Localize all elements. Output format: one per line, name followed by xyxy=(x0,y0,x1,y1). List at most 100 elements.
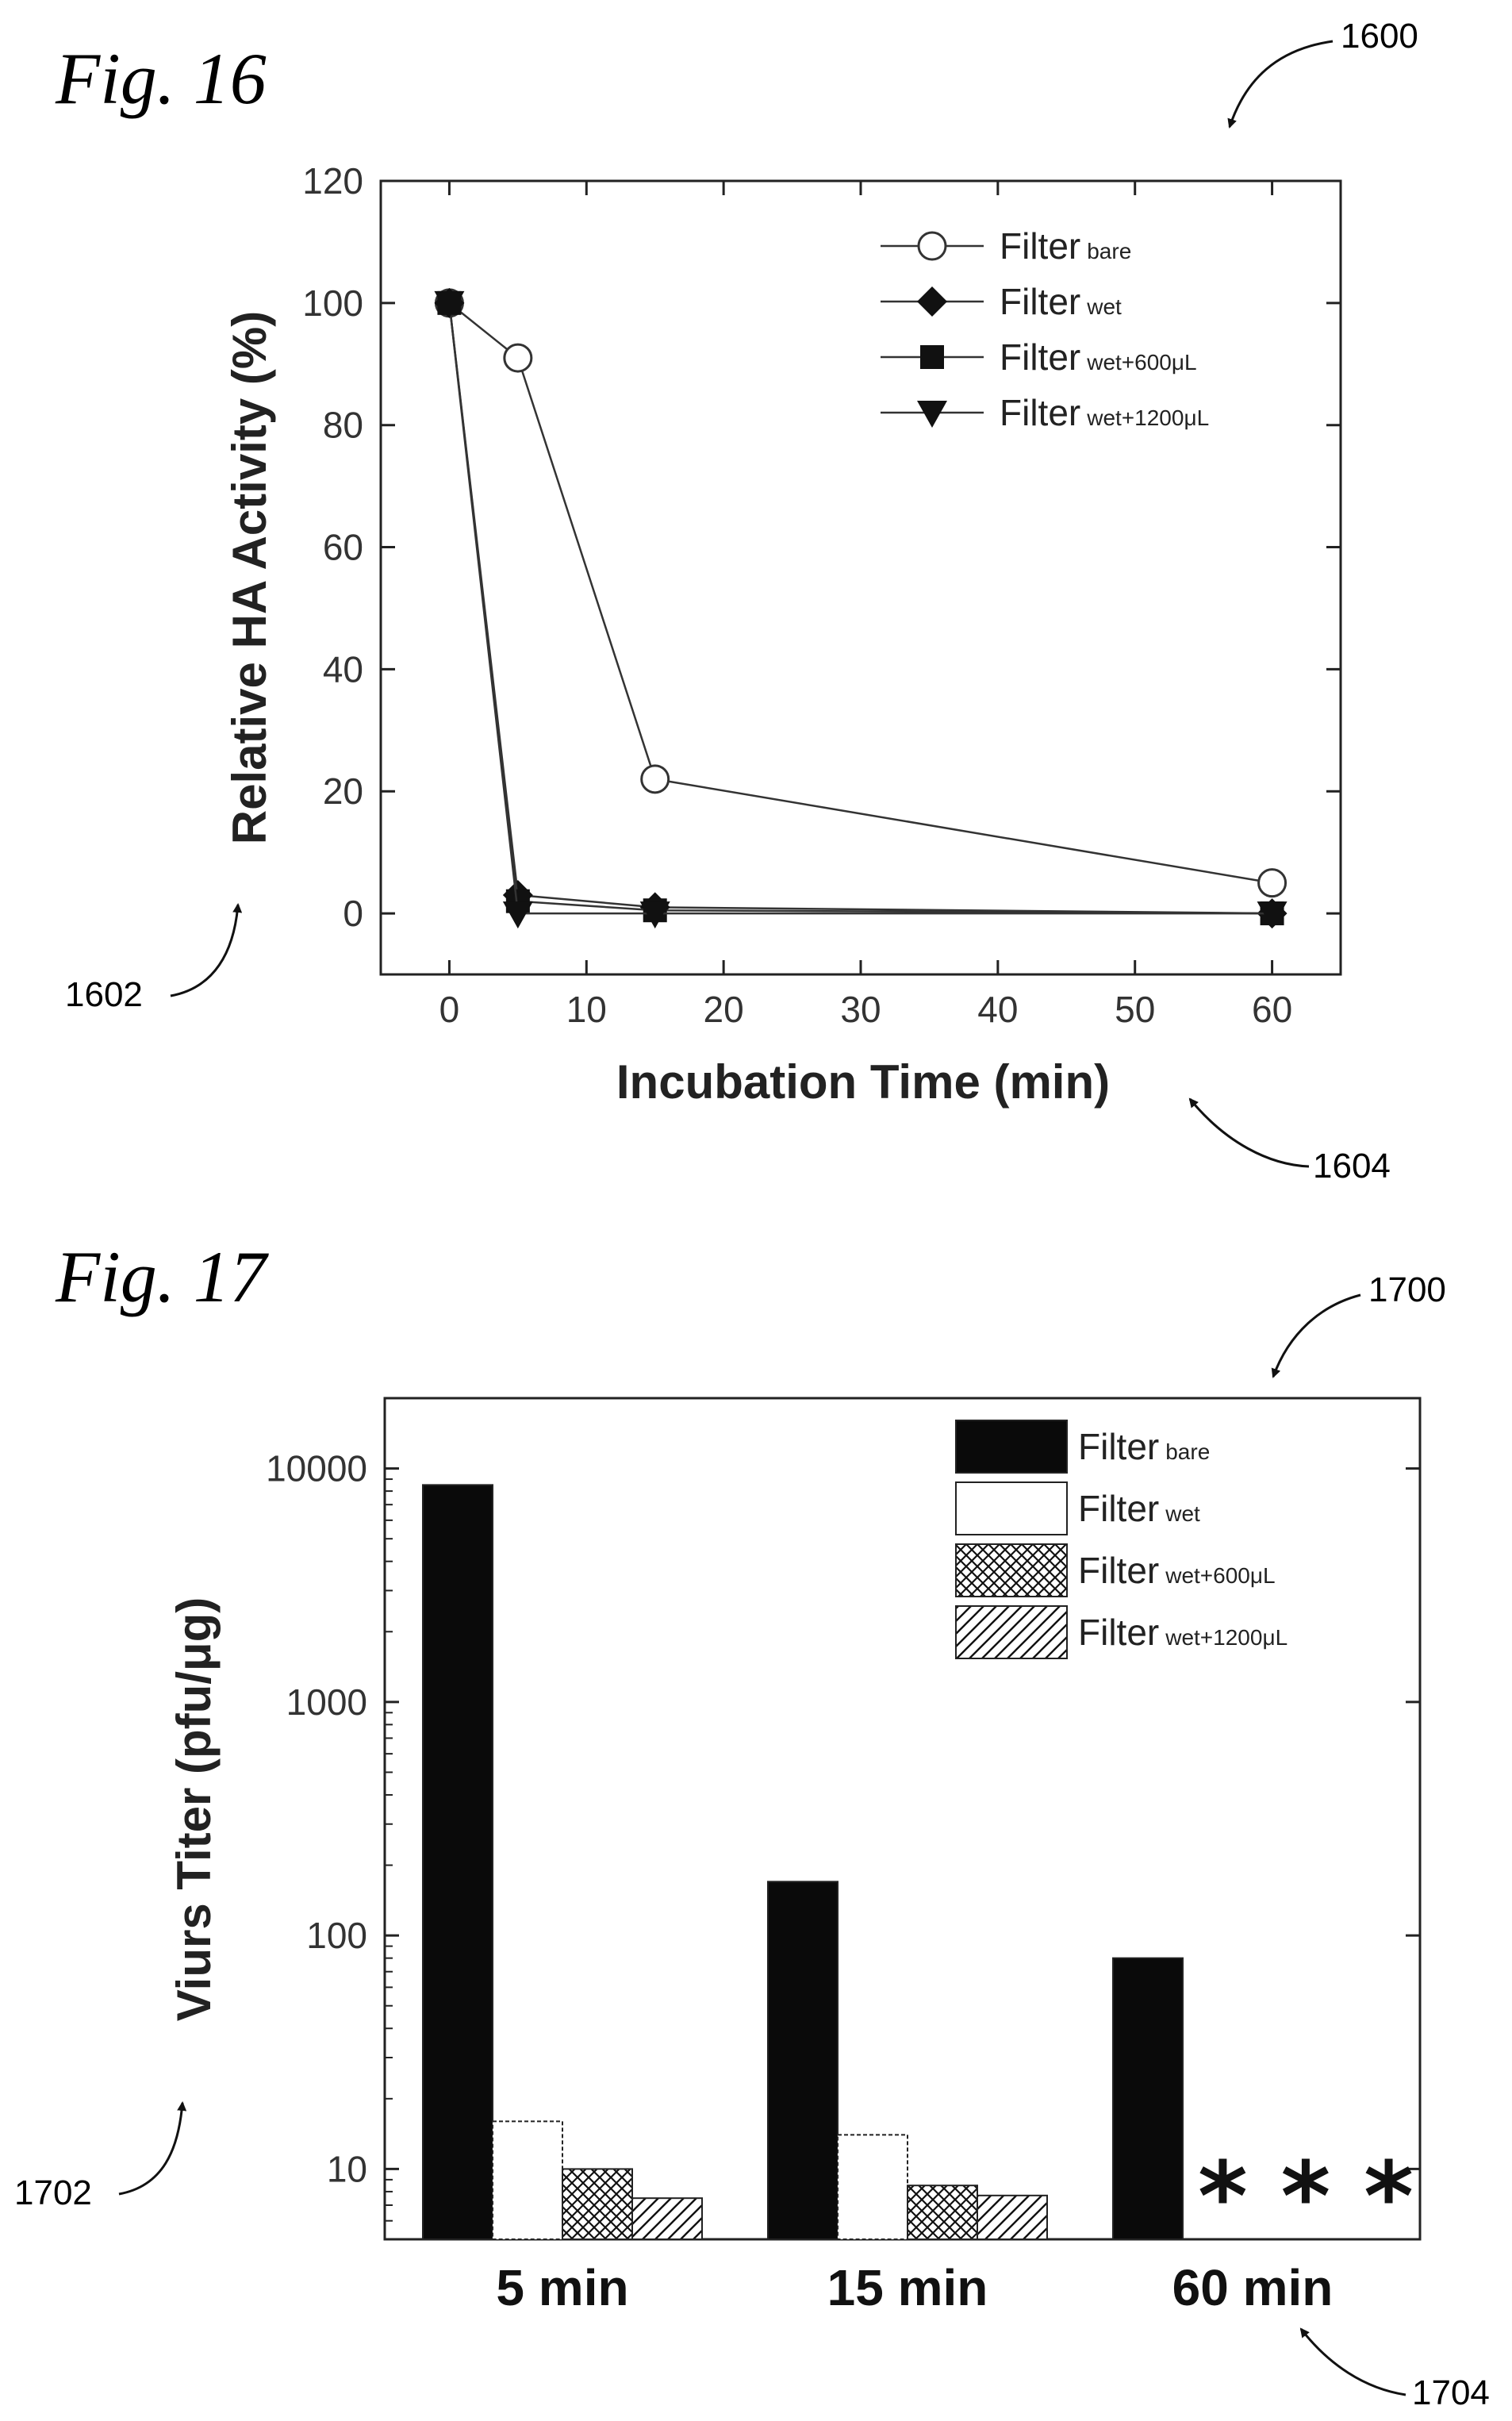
legend-label: Filter wet+1200μL xyxy=(1078,1612,1288,1653)
fig17-reference-arrow xyxy=(1271,1293,1361,1378)
series-line xyxy=(448,302,1272,884)
category-label: 60 min xyxy=(1172,2259,1334,2316)
legend-marker xyxy=(917,401,947,428)
legend-entry: Filter bare xyxy=(881,225,1131,267)
legend-swatch xyxy=(955,1420,1068,1474)
fig16-reference-arrow xyxy=(1227,40,1334,129)
fig17-ylabel-reference-number: 1702 xyxy=(14,2173,92,2212)
y-tick-label: 10 xyxy=(327,2148,367,2189)
data-point xyxy=(503,343,533,373)
fig17-xlabel-reference-arrow xyxy=(1299,2327,1406,2396)
category-label: 5 min xyxy=(496,2259,628,2316)
legend-entry: Filter wet+600μL xyxy=(955,1543,1276,1597)
legend-entry: Filter wet+1200μL xyxy=(955,1605,1288,1659)
legend-marker xyxy=(917,231,947,261)
bar-group xyxy=(422,1484,703,2241)
bar-wet xyxy=(837,2134,908,2241)
fig16-x-axis-label: Incubation Time (min) xyxy=(616,1055,1110,1109)
bar-wet xyxy=(492,2120,563,2240)
x-tick-label: 0 xyxy=(439,989,460,1030)
x-tick-label: 30 xyxy=(840,989,881,1030)
series-wet xyxy=(434,287,1288,929)
data-point xyxy=(640,764,670,794)
fig17-xlabel-reference-number: 1704 xyxy=(1412,2373,1490,2412)
legend-entry: Filter wet xyxy=(881,281,1122,322)
data-point xyxy=(639,901,670,929)
bar-bare xyxy=(422,1484,493,2240)
fig17-y-axis-ticks: 10 100 1000 10000 xyxy=(266,1448,1420,2240)
series-wet+600μL xyxy=(437,290,1284,926)
legend-swatch xyxy=(955,1481,1068,1535)
y-tick-label: 0 xyxy=(343,893,363,934)
y-tick-label: 80 xyxy=(323,405,363,446)
legend-subscript: wet xyxy=(1165,1501,1200,1526)
y-tick-label: 100 xyxy=(306,1915,367,1956)
fig16-xlabel-reference-arrow xyxy=(1188,1097,1310,1168)
x-tick-label: 20 xyxy=(704,989,744,1030)
legend-label: Filter wet xyxy=(1000,281,1122,322)
legend-label: Filter wet+600μL xyxy=(1000,336,1197,378)
y-tick-label: 40 xyxy=(323,648,363,690)
legend-entry: Filter bare xyxy=(955,1420,1210,1474)
bar-bare xyxy=(767,1881,839,2241)
fig16-y-axis-label: Relative HA Activity (%) xyxy=(223,311,276,844)
legend-subscript: wet+1200μL xyxy=(1086,405,1209,430)
legend-subscript: wet xyxy=(1086,294,1122,319)
fig16-ylabel-reference-number: 1602 xyxy=(65,975,143,1014)
fig17-asterisks: * * * xyxy=(1198,2142,1414,2253)
y-tick-label: 10000 xyxy=(266,1448,367,1489)
fig16-x-axis-ticks: 0 10 20 30 40 50 60 xyxy=(439,181,1292,1030)
series-wet+1200μL xyxy=(434,290,1288,929)
bar-wet+1200μL xyxy=(631,2197,703,2241)
bar-wet+600μL xyxy=(562,2168,633,2240)
fig16-data-series xyxy=(434,287,1288,929)
fig17-category-labels: 5 min 15 min 60 min xyxy=(496,2259,1333,2316)
y-tick-label: 20 xyxy=(323,770,363,812)
data-point xyxy=(1257,868,1288,898)
fig16-legend: Filter bare Filter wet Filter wet+600μL Filter… xyxy=(881,225,1209,433)
x-tick-label: 40 xyxy=(977,989,1018,1030)
fig16-reference-number: 1600 xyxy=(1341,17,1418,56)
fig16-xlabel-reference-number: 1604 xyxy=(1313,1147,1391,1186)
legend-label: Filter wet+1200μL xyxy=(1000,392,1209,433)
fig17-label: Fig. 17 xyxy=(55,1236,270,1317)
legend-label: Filter bare xyxy=(1000,225,1131,267)
series-line xyxy=(448,302,1272,915)
data-point xyxy=(1257,901,1288,929)
series-bare xyxy=(434,288,1288,898)
legend-subscript: bare xyxy=(1165,1439,1210,1464)
fig17-y-axis-label: Viurs Titer (pfu/μg) xyxy=(167,1597,221,2022)
legend-entry: Filter wet+600μL xyxy=(881,336,1197,378)
y-tick-label: 1000 xyxy=(286,1681,367,1723)
series-line xyxy=(448,302,1272,915)
bar-wet+1200μL xyxy=(977,2194,1048,2240)
category-label: 15 min xyxy=(827,2259,988,2316)
fig16-label: Fig. 16 xyxy=(55,38,267,119)
fig17-bars xyxy=(422,1484,1184,2241)
x-tick-label: 10 xyxy=(566,989,607,1030)
legend-label: Filter wet xyxy=(1078,1488,1200,1529)
series-line xyxy=(448,302,1272,915)
fig16-plot-frame xyxy=(379,179,1342,976)
fig17-legend: Filter bare Filter wet Filter wet+600μL Filter… xyxy=(955,1420,1288,1659)
legend-swatch xyxy=(955,1543,1068,1597)
fig16-y-axis-ticks: 0 20 40 60 80 100 120 xyxy=(302,160,1341,934)
legend-label: Filter bare xyxy=(1078,1426,1210,1467)
legend-swatch xyxy=(955,1605,1068,1659)
legend-subscript: wet+1200μL xyxy=(1165,1625,1288,1650)
y-tick-label: 120 xyxy=(302,160,363,202)
legend-subscript: wet+600μL xyxy=(1165,1563,1275,1588)
legend-subscript: wet+600μL xyxy=(1086,350,1196,375)
fig16-ylabel-reference-arrow xyxy=(170,903,243,997)
legend-subscript: bare xyxy=(1087,239,1131,263)
legend-marker xyxy=(917,286,947,317)
x-tick-label: 50 xyxy=(1115,989,1155,1030)
x-tick-label: 60 xyxy=(1252,989,1292,1030)
y-tick-label: 60 xyxy=(323,527,363,568)
legend-label: Filter wet+600μL xyxy=(1078,1550,1276,1591)
legend-entry: Filter wet xyxy=(955,1481,1200,1535)
legend-marker xyxy=(920,345,944,369)
data-point xyxy=(502,901,533,929)
data-point xyxy=(434,290,465,318)
